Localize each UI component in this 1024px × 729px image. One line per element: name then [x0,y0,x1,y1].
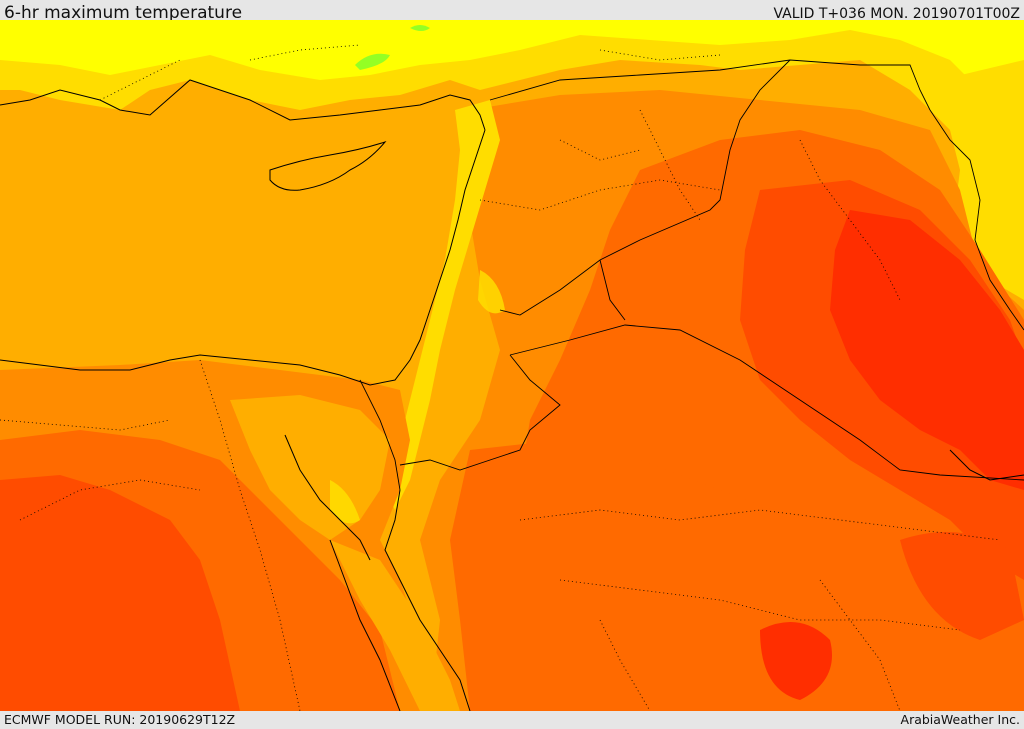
temperature-map [0,20,1024,711]
map-title: 6-hr maximum temperature [4,3,243,23]
temp-zone-egypt-red [0,475,240,711]
country-borders [359,59,1024,491]
temp-zone-red-sea-amber [330,540,460,711]
temp-zone-north-green [355,53,390,70]
footer-bar: ECMWF MODEL RUN: 20190629T12Z ArabiaWeat… [0,711,1024,729]
temp-zone-saudi-red [760,622,832,700]
province-borders [0,44,1001,711]
header-bar: 6-hr maximum temperature VALID T+036 MON… [0,0,1024,23]
temp-zone-north-bright-yellow [0,20,1024,90]
temp-zone-jordan-yellow [478,270,505,314]
valid-time: VALID T+036 MON. 20190701T00Z [773,6,1020,22]
temp-zone-saudi-dark-orange [450,440,1024,711]
credit-label: ArabiaWeather Inc. [900,712,1020,727]
temp-zone-zagros-yellow [940,60,1024,300]
temp-zone-saudi-red-2 [900,532,1024,640]
temp-zone-iraq-red [830,210,1024,490]
temp-zone-levant-yellow [385,100,500,510]
temp-zone-north-green-2 [410,25,430,31]
model-run-label: ECMWF MODEL RUN: 20190629T12Z [4,712,236,727]
coastlines [0,79,1024,711]
temp-zone-negev-yellow [330,480,360,524]
map-canvas [0,20,1024,711]
